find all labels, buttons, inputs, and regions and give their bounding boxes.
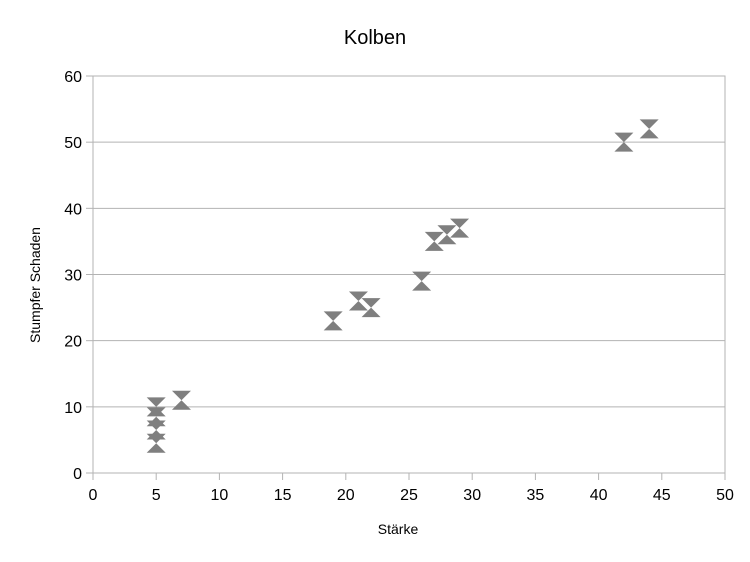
y-tick-label: 30 — [64, 268, 82, 285]
axis-ticks — [86, 75, 726, 480]
data-point — [437, 225, 457, 245]
data-point — [171, 390, 191, 410]
y-tick-label: 40 — [64, 201, 82, 218]
y-axis-label: Stumpfer Schaden — [27, 227, 43, 343]
y-tick-label: 0 — [73, 466, 82, 483]
y-tick-label: 20 — [64, 334, 82, 351]
y-tick-label: 60 — [64, 69, 82, 86]
data-point — [361, 298, 381, 318]
x-tick-label: 15 — [274, 487, 292, 504]
y-tick-label: 10 — [64, 400, 82, 417]
data-point — [146, 397, 166, 417]
data-point — [348, 291, 368, 311]
y-tick-label: 50 — [64, 135, 82, 152]
x-tick-label: 10 — [211, 487, 229, 504]
x-tick-label: 40 — [590, 487, 608, 504]
data-point — [639, 119, 659, 139]
x-tick-label: 35 — [527, 487, 545, 504]
x-tick-label: 0 — [89, 487, 98, 504]
x-tick-label: 25 — [400, 487, 418, 504]
chart-title: Kolben — [344, 27, 406, 49]
x-tick-label: 20 — [337, 487, 355, 504]
data-point — [614, 132, 634, 152]
x-tick-labels: 0 5 10 15 20 25 30 35 40 45 50 — [89, 487, 734, 504]
x-tick-label: 30 — [463, 487, 481, 504]
data-point — [412, 271, 432, 291]
x-tick-label: 5 — [152, 487, 161, 504]
x-tick-label: 45 — [653, 487, 671, 504]
data-point — [323, 311, 343, 331]
data-point — [450, 218, 470, 238]
x-axis-label: Stärke — [378, 521, 419, 537]
x-tick-label: 50 — [716, 487, 734, 504]
data-point — [424, 231, 444, 251]
y-tick-labels: 0 10 20 30 40 50 60 — [64, 69, 82, 483]
data-points — [146, 119, 659, 453]
